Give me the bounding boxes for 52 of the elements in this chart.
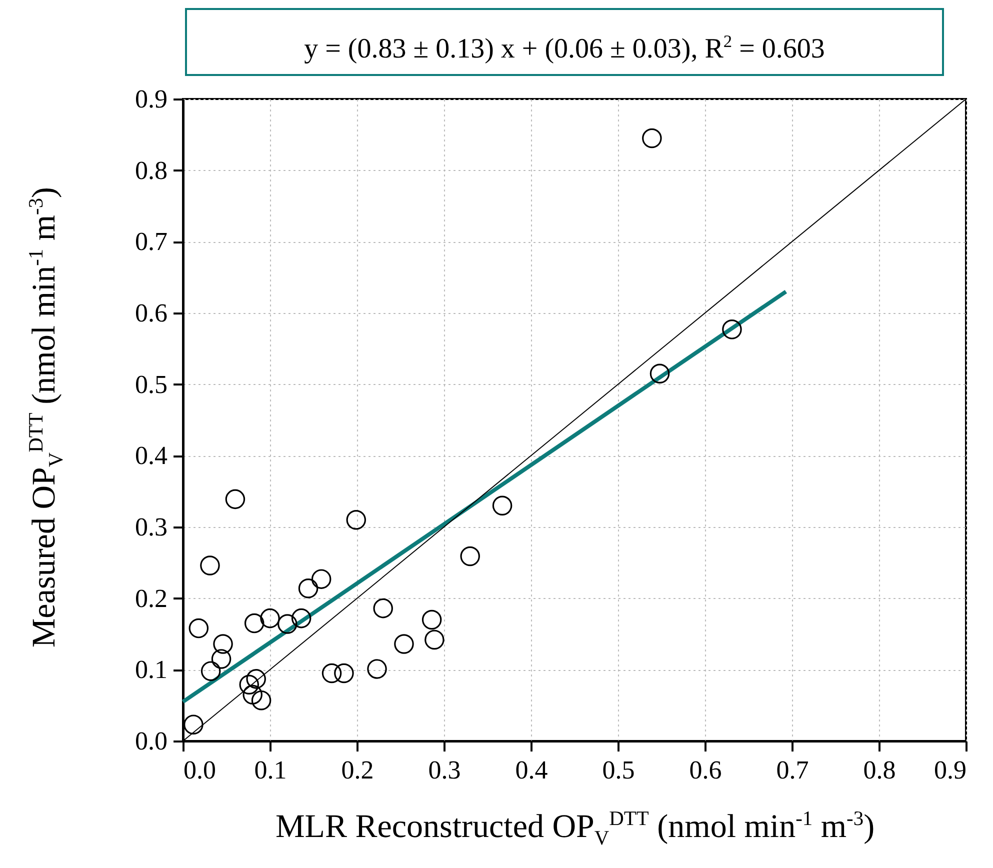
y-tick-label: 0.9 <box>135 84 168 114</box>
point <box>422 610 442 630</box>
y-tick-label: 0.7 <box>135 227 168 256</box>
x-tick-label: 0.0 <box>184 756 216 784</box>
x-tick-label: 0.9 <box>934 756 966 784</box>
y-tick-label: 0.4 <box>135 441 168 470</box>
point <box>278 614 298 634</box>
x-tick-label: 0.6 <box>689 756 722 784</box>
point <box>200 661 221 681</box>
point <box>346 510 366 530</box>
y-tick-label: 0.0 <box>135 726 168 756</box>
point <box>373 598 393 618</box>
y-tick-label: 0.8 <box>135 156 168 185</box>
text: y = (0.83 ± 0.13) x + (0.06 ± 0.03), R$^{2}$ = 0.603 <box>185 8 944 76</box>
x-tick-label: 0.2 <box>341 756 374 784</box>
point <box>239 674 260 695</box>
y-tick-label: 0.3 <box>135 512 168 542</box>
point <box>184 714 204 734</box>
point <box>322 663 342 684</box>
point <box>642 128 662 148</box>
point <box>200 556 220 576</box>
point <box>188 618 209 638</box>
point <box>251 690 272 710</box>
x-tick-label: 0.4 <box>515 756 548 784</box>
x-tick-label: 0.8 <box>863 756 896 784</box>
point <box>213 634 233 654</box>
point <box>298 578 318 598</box>
point <box>211 649 232 669</box>
x-axis-title: MLR Reconstructed OP$_{V}$$^{DTT}$ (nmol min$^{-1}$ m$^{-3}$) <box>274 808 876 851</box>
point <box>424 630 444 650</box>
y-tick-label: 0.2 <box>135 584 168 613</box>
point <box>722 320 742 340</box>
y-tick-label: 0.6 <box>135 298 168 328</box>
point <box>367 659 387 679</box>
y-tick-label: 0.1 <box>135 655 168 684</box>
y-tick-label: 0.5 <box>135 370 168 399</box>
x-tick-label: 0.5 <box>602 756 635 784</box>
point <box>334 663 354 684</box>
point <box>460 546 480 566</box>
point <box>246 669 266 689</box>
point <box>492 496 512 516</box>
point <box>242 684 262 704</box>
x-tick-label: 0.7 <box>776 756 809 784</box>
point <box>260 608 280 628</box>
point <box>311 569 332 589</box>
point <box>394 634 414 654</box>
point <box>650 364 670 384</box>
point <box>291 608 312 628</box>
point <box>225 489 246 510</box>
x-tick-label: 0.3 <box>428 756 461 784</box>
point <box>244 613 264 634</box>
x-tick-label: 0.1 <box>254 756 287 784</box>
